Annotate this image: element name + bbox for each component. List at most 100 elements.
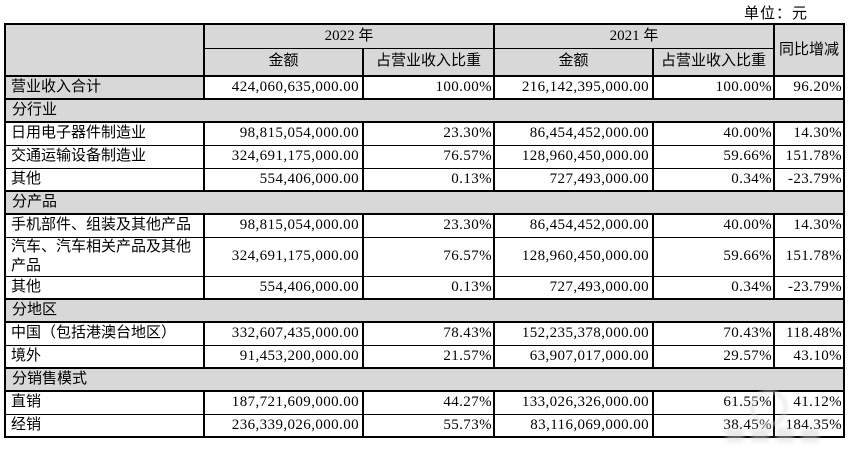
- cell-2021-amount: 128,960,450,000.00: [493, 236, 655, 277]
- cell-yoy-change: 14.30%: [773, 121, 846, 146]
- table-row: 其他 554,406,000.00 0.13% 727,493,000.00 0…: [4, 167, 846, 192]
- table-row: 日用电子器件制造业 98,815,054,000.00 23.30% 86,45…: [4, 121, 846, 146]
- row-label: 日用电子器件制造业: [4, 121, 205, 146]
- cell-2021-ratio: 100.00%: [652, 75, 776, 100]
- cell-yoy-change: 118.48%: [773, 321, 846, 346]
- table-row: 营业收入合计 424,060,635,000.00 100.00% 216,14…: [4, 75, 846, 100]
- section-header-row: 分产品: [3, 190, 846, 215]
- unit-label: 单位：元: [743, 6, 808, 22]
- row-label: 营业收入合计: [4, 75, 205, 100]
- section-header-row: 分销售模式: [3, 367, 846, 392]
- header-row-measures: 金额 占营业收入比重 金额 占营业收入比重: [5, 47, 844, 77]
- cell-2021-ratio: 70.43%: [652, 321, 776, 346]
- cell-yoy-change: -23.79%: [773, 167, 846, 192]
- header-2022-amount: 金额: [203, 47, 364, 77]
- revenue-breakdown-table: 2022 年 2021 年 同比增减 金额 占营业收入比重 金额 占营业收入比重…: [3, 23, 846, 438]
- cell-2022-ratio: 0.13%: [361, 275, 496, 300]
- cell-2022-amount: 324,691,175,000.00: [203, 144, 364, 169]
- cell-2022-amount: 98,815,054,000.00: [203, 121, 364, 146]
- table-row: 经销 236,339,026,000.00 55.73% 83,116,069,…: [4, 413, 846, 438]
- cell-2021-ratio: 29.57%: [652, 344, 776, 369]
- cell-2021-amount: 216,142,395,000.00: [493, 75, 655, 100]
- cell-2021-ratio: 0.34%: [652, 275, 776, 300]
- cell-2021-amount: 128,960,450,000.00: [493, 144, 655, 169]
- cell-2022-ratio: 55.73%: [361, 413, 496, 438]
- header-row-years: 2022 年 2021 年 同比增减: [4, 23, 846, 77]
- cell-2021-amount: 83,116,069,000.00: [493, 413, 655, 438]
- cell-2022-ratio: 76.57%: [361, 144, 496, 169]
- cell-2021-ratio: 38.45%: [652, 413, 776, 438]
- table-body: 营业收入合计 424,060,635,000.00 100.00% 216,14…: [3, 75, 846, 438]
- row-label: 汽车、汽车相关产品及其他产品: [4, 236, 205, 277]
- cell-2021-amount: 152,235,378,000.00: [493, 321, 655, 346]
- header-2021-ratio: 占营业收入比重: [652, 47, 776, 77]
- cell-2022-amount: 91,453,200,000.00: [203, 344, 364, 369]
- cell-yoy-change: 14.30%: [773, 213, 846, 238]
- cell-yoy-change: 41.12%: [773, 390, 846, 415]
- table-row: 交通运输设备制造业 324,691,175,000.00 76.57% 128,…: [4, 144, 846, 169]
- cell-2021-amount: 727,493,000.00: [493, 167, 655, 192]
- cell-2021-ratio: 61.55%: [652, 390, 776, 415]
- table-row: 境外 91,453,200,000.00 21.57% 63,907,017,0…: [4, 344, 846, 369]
- cell-2022-ratio: 100.00%: [361, 75, 496, 100]
- cell-2022-ratio: 21.57%: [361, 344, 496, 369]
- cell-2021-ratio: 59.66%: [652, 144, 776, 169]
- corner-cell: [4, 23, 205, 77]
- cell-2021-amount: 133,026,326,000.00: [493, 390, 655, 415]
- cell-2021-amount: 727,493,000.00: [493, 275, 655, 300]
- section-title: 分行业: [3, 98, 846, 123]
- row-label: 经销: [4, 413, 205, 438]
- cell-2021-ratio: 0.34%: [652, 167, 776, 192]
- table-row: 汽车、汽车相关产品及其他产品 324,691,175,000.00 76.57%…: [4, 236, 846, 277]
- cell-2021-ratio: 59.66%: [652, 236, 776, 277]
- cell-2022-amount: 98,815,054,000.00: [203, 213, 364, 238]
- cell-2021-ratio: 40.00%: [652, 213, 776, 238]
- header-year-2021: 2021 年: [493, 23, 776, 49]
- row-label: 交通运输设备制造业: [4, 144, 205, 169]
- cell-2021-ratio: 40.00%: [652, 121, 776, 146]
- cell-2022-amount: 324,691,175,000.00: [203, 236, 364, 277]
- table-row: 中国（包括港澳台地区） 332,607,435,000.00 78.43% 15…: [4, 321, 846, 346]
- row-label: 直销: [4, 390, 205, 415]
- cell-yoy-change: 151.78%: [773, 236, 846, 277]
- row-label: 手机部件、组装及其他产品: [4, 213, 205, 238]
- cell-2022-amount: 332,607,435,000.00: [203, 321, 364, 346]
- section-title: 分产品: [3, 190, 846, 215]
- cell-2022-amount: 424,060,635,000.00: [203, 75, 364, 100]
- header-yoy-change: 同比增减: [773, 23, 846, 77]
- cell-2022-ratio: 78.43%: [361, 321, 496, 346]
- cell-2021-amount: 86,454,452,000.00: [493, 121, 655, 146]
- cell-2022-amount: 236,339,026,000.00: [203, 413, 364, 438]
- section-title: 分地区: [3, 298, 846, 323]
- table-header: 2022 年 2021 年 同比增减 金额 占营业收入比重 金额 占营业收入比重: [4, 23, 846, 77]
- cell-yoy-change: 96.20%: [773, 75, 846, 100]
- cell-yoy-change: 151.78%: [773, 144, 846, 169]
- cell-yoy-change: 43.10%: [773, 344, 846, 369]
- table-row: 手机部件、组装及其他产品 98,815,054,000.00 23.30% 86…: [4, 213, 846, 238]
- header-year-2022: 2022 年: [202, 23, 496, 49]
- row-label: 其他: [4, 167, 205, 192]
- cell-2022-ratio: 23.30%: [361, 213, 496, 238]
- section-title: 分销售模式: [3, 367, 846, 392]
- cell-2022-ratio: 23.30%: [361, 121, 496, 146]
- cell-yoy-change: 184.35%: [773, 413, 846, 438]
- row-label: 其他: [4, 275, 205, 300]
- cell-2022-amount: 554,406,000.00: [203, 167, 364, 192]
- table-row: 直销 187,721,609,000.00 44.27% 133,026,326…: [4, 390, 846, 415]
- cell-2022-ratio: 44.27%: [361, 390, 496, 415]
- section-header-row: 分行业: [3, 98, 846, 123]
- header-2022-ratio: 占营业收入比重: [361, 47, 496, 77]
- cell-yoy-change: -23.79%: [773, 275, 846, 300]
- cell-2022-amount: 187,721,609,000.00: [203, 390, 364, 415]
- table-row: 其他 554,406,000.00 0.13% 727,493,000.00 0…: [4, 275, 846, 300]
- cell-2022-ratio: 0.13%: [361, 167, 496, 192]
- row-label: 中国（包括港澳台地区）: [4, 321, 205, 346]
- cell-2022-amount: 554,406,000.00: [203, 275, 364, 300]
- cell-2021-amount: 63,907,017,000.00: [493, 344, 655, 369]
- row-label: 境外: [4, 344, 205, 369]
- header-2021-amount: 金额: [493, 47, 655, 77]
- cell-2021-amount: 86,454,452,000.00: [493, 213, 655, 238]
- section-header-row: 分地区: [3, 298, 846, 323]
- cell-2022-ratio: 76.57%: [361, 236, 496, 277]
